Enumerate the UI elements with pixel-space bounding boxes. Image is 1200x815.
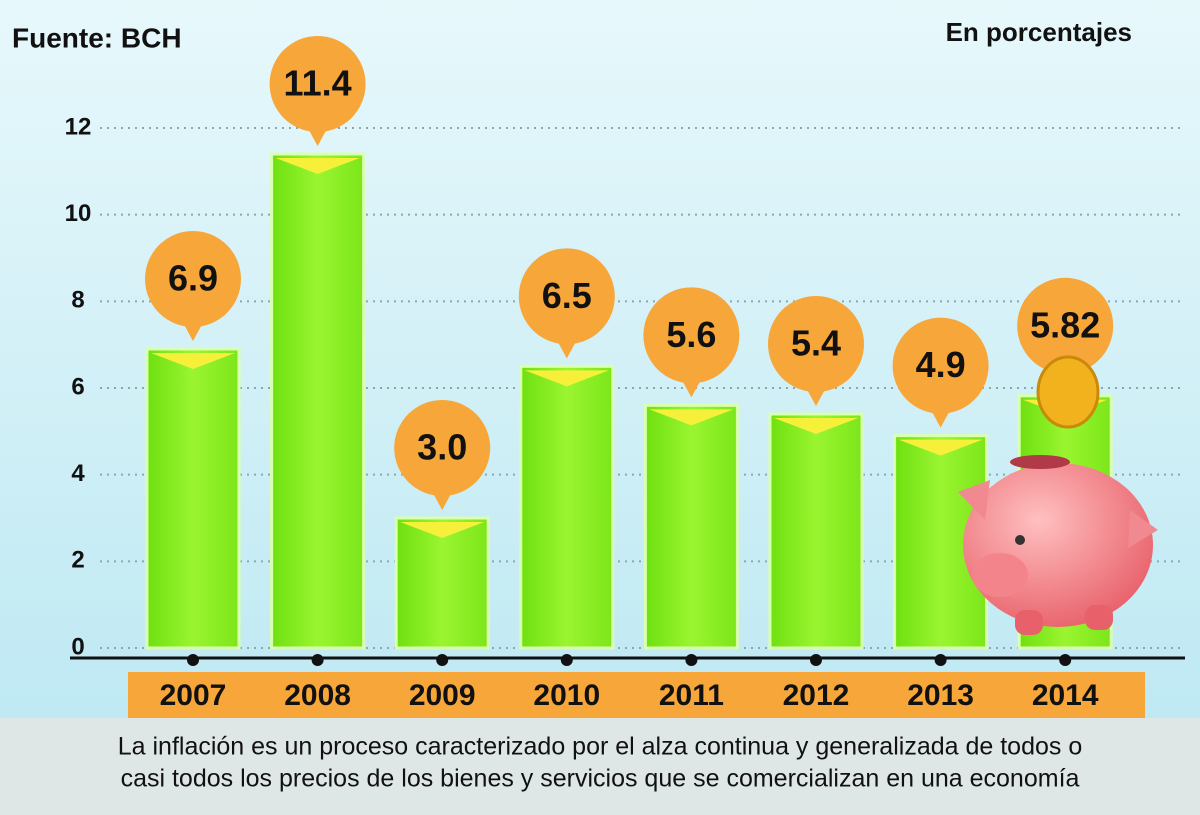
bar-highlight bbox=[151, 353, 235, 369]
x-tick-label: 2014 bbox=[1032, 679, 1099, 712]
axis-dot bbox=[560, 654, 573, 666]
x-tick-label: 2008 bbox=[284, 679, 351, 712]
y-tick-label: 0 bbox=[71, 633, 84, 660]
pig-ear bbox=[958, 480, 990, 520]
value-bubble bbox=[892, 317, 989, 414]
footnote-background bbox=[0, 718, 1200, 815]
footnote: casi todos los precios de los bienes y s… bbox=[121, 765, 1080, 793]
source: Fuente: BCH bbox=[12, 22, 182, 53]
unit-note: En porcentajes bbox=[946, 17, 1132, 47]
x-tick-label: 2013 bbox=[907, 679, 974, 712]
pig-body bbox=[963, 463, 1153, 627]
value-label: 5.82 bbox=[1030, 304, 1100, 345]
value-label: 5.6 bbox=[666, 314, 716, 355]
value-label: 6.9 bbox=[168, 258, 218, 299]
axis-dot bbox=[1059, 654, 1072, 666]
value-label: 3.0 bbox=[417, 427, 467, 468]
pig-eye bbox=[1015, 535, 1025, 545]
year-band bbox=[128, 672, 1145, 718]
value-bubble bbox=[768, 296, 864, 392]
axis-dot bbox=[685, 654, 698, 666]
x-tick-label: 2011 bbox=[659, 679, 724, 712]
value-label: 6.5 bbox=[542, 275, 592, 316]
value-bubble bbox=[518, 248, 615, 345]
bar-highlight bbox=[898, 439, 983, 456]
value-bubble bbox=[394, 400, 491, 496]
pig-slot bbox=[1010, 455, 1070, 469]
y-tick-label: 2 bbox=[71, 547, 84, 574]
y-tick-label: 6 bbox=[71, 373, 84, 400]
x-tick-label: 2007 bbox=[160, 679, 227, 712]
footnote: La inflación es un proceso caracterizado… bbox=[118, 733, 1083, 761]
axis-dot bbox=[187, 654, 199, 666]
value-bubble bbox=[1017, 277, 1114, 374]
x-tick-label: 2012 bbox=[783, 679, 850, 712]
value-label: 4.9 bbox=[916, 344, 966, 385]
y-tick-label: 4 bbox=[71, 460, 85, 487]
x-tick-label: 2010 bbox=[533, 679, 600, 712]
bar bbox=[519, 364, 615, 650]
piggy-bank-illustration bbox=[958, 355, 1158, 635]
x-tick-label: 2009 bbox=[409, 679, 476, 712]
bar bbox=[270, 152, 366, 650]
bar-highlight bbox=[400, 522, 485, 538]
value-bubble bbox=[145, 231, 241, 327]
y-tick-label: 12 bbox=[65, 113, 92, 140]
bar-highlight bbox=[524, 370, 609, 387]
y-tick-label: 8 bbox=[71, 287, 84, 314]
bar bbox=[394, 516, 490, 650]
pig-ear bbox=[1128, 510, 1158, 548]
bar bbox=[643, 403, 739, 650]
bar bbox=[145, 347, 241, 650]
pig-snout bbox=[972, 553, 1028, 597]
coin bbox=[1036, 355, 1100, 429]
pig-leg bbox=[1085, 605, 1113, 630]
axis-dot bbox=[311, 654, 324, 666]
axis-dot bbox=[934, 654, 947, 666]
bar-highlight bbox=[275, 158, 360, 174]
value-label: 5.4 bbox=[791, 323, 841, 364]
bar-highlight bbox=[774, 418, 858, 434]
axis-dot bbox=[436, 654, 449, 666]
value-label: 11.4 bbox=[284, 63, 352, 104]
bar-highlight bbox=[649, 409, 734, 426]
pig-leg bbox=[1015, 610, 1043, 635]
value-bubble bbox=[269, 36, 366, 132]
value-bubble bbox=[643, 287, 740, 384]
bar bbox=[768, 412, 864, 650]
axis-dot bbox=[810, 654, 822, 666]
y-tick-label: 10 bbox=[65, 200, 92, 227]
